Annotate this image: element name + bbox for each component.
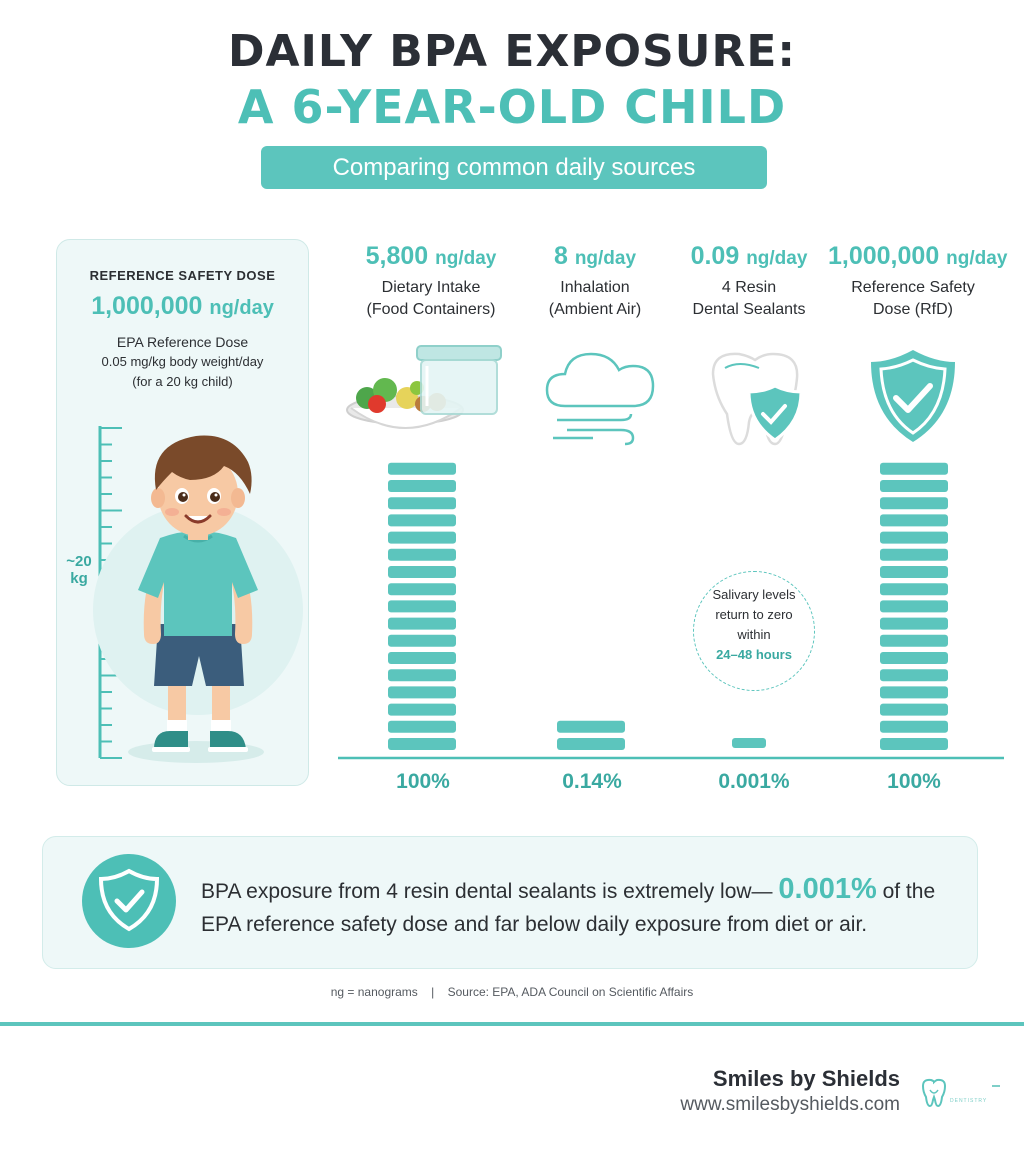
bar-segment bbox=[732, 738, 766, 748]
column-header-air: 8 ng/day Inhalation (Ambient Air) bbox=[548, 242, 642, 318]
bar-segment bbox=[880, 703, 948, 716]
bar-segment bbox=[880, 738, 948, 750]
bar-segment bbox=[388, 566, 456, 578]
bar-segment bbox=[880, 531, 948, 544]
brand-block: Smiles by Shields www.smilesbyshields.co… bbox=[680, 1066, 900, 1116]
footer-divider bbox=[0, 1022, 1024, 1026]
bar-sealants bbox=[732, 738, 766, 748]
percent-label-rfd: 100% bbox=[887, 770, 941, 793]
bar-segment bbox=[880, 669, 948, 682]
percent-label-sealants: 0.001% bbox=[718, 770, 790, 793]
brand-name: Smiles by Shields bbox=[712, 1066, 900, 1091]
bar-segment bbox=[388, 583, 456, 596]
check-shield-icon bbox=[871, 350, 955, 442]
title-line-2: A 6-YEAR-OLD CHILD bbox=[237, 80, 787, 134]
footer-note: ng = nanograms | Source: EPA, ADA Counci… bbox=[330, 985, 694, 999]
bar-segment bbox=[388, 548, 456, 561]
brand-mini-text: DENTISTRY bbox=[950, 1098, 988, 1104]
bar-segment bbox=[388, 617, 456, 630]
bar-chart bbox=[338, 462, 1004, 760]
bar-segment bbox=[880, 548, 948, 561]
reference-value: 1,000,000 ng/day bbox=[91, 292, 274, 320]
title-line-1: DAILY BPA EXPOSURE: bbox=[227, 26, 796, 77]
bar-segment bbox=[557, 720, 625, 733]
bar-segment bbox=[388, 600, 456, 613]
bar-segment bbox=[388, 462, 456, 475]
subtitle-banner: Comparing common daily sources bbox=[261, 146, 767, 189]
percent-label-air: 0.14% bbox=[562, 770, 622, 793]
summary-box: BPA exposure from 4 resin dental sealant… bbox=[42, 836, 978, 969]
bar-segment bbox=[880, 686, 948, 699]
bar-segment bbox=[880, 462, 948, 475]
bar-segment bbox=[880, 566, 948, 578]
reference-dose-formula: 0.05 mg/kg body weight/day bbox=[101, 354, 264, 369]
bar-segment bbox=[880, 720, 948, 733]
salivary-note: Salivary levels return to zero within 24… bbox=[693, 571, 815, 691]
reference-label: REFERENCE SAFETY DOSE bbox=[89, 268, 276, 283]
tooth-shield-icon bbox=[711, 352, 803, 446]
bar-segment bbox=[388, 669, 456, 682]
weight-label: ~20 kg bbox=[66, 553, 92, 587]
food-container-icon bbox=[416, 345, 502, 415]
column-header-rfd: 1,000,000 ng/day Reference Safety Dose (R… bbox=[828, 242, 1008, 318]
bar-segment bbox=[880, 617, 948, 630]
bar-segment bbox=[880, 652, 948, 664]
bar-air bbox=[557, 720, 625, 750]
bar-segment bbox=[388, 652, 456, 664]
bar-segment bbox=[880, 634, 948, 647]
bar-segment bbox=[388, 634, 456, 647]
bar-segment bbox=[880, 480, 948, 492]
bar-segment bbox=[388, 497, 456, 510]
bar-segment bbox=[388, 738, 456, 750]
bar-segment bbox=[880, 600, 948, 613]
bar-segment bbox=[557, 738, 625, 750]
bar-diet bbox=[388, 462, 456, 750]
reference-dose-title: EPA Reference Dose bbox=[116, 334, 249, 350]
summary-shield-icon bbox=[82, 854, 176, 948]
bar-segment bbox=[388, 720, 456, 733]
brand-mini-dash bbox=[992, 1085, 1000, 1087]
bar-segment bbox=[388, 514, 456, 527]
bar-rfd bbox=[880, 462, 948, 750]
bar-segment bbox=[880, 497, 948, 510]
summary-highlight: 0.001% bbox=[778, 873, 877, 905]
summary-text: BPA exposure from 4 resin dental sealant… bbox=[201, 873, 936, 936]
bar-segment bbox=[388, 531, 456, 544]
bar-segment bbox=[388, 703, 456, 716]
bar-segment bbox=[388, 480, 456, 492]
tooth-logo-icon bbox=[921, 1078, 947, 1108]
cloud-wind-icon bbox=[545, 352, 655, 446]
bar-segment bbox=[388, 686, 456, 699]
reference-dose-note: (for a 20 kg child) bbox=[132, 374, 233, 389]
bar-segment bbox=[880, 514, 948, 527]
bar-segment bbox=[880, 583, 948, 596]
column-header-sealants: 0.09 ng/day 4 Resin Dental Sealants bbox=[690, 242, 808, 318]
column-header-diet: 5,800 ng/day Dietary Intake (Food Contain… bbox=[365, 242, 497, 318]
brand-url[interactable]: www.smilesbyshields.com bbox=[680, 1094, 900, 1115]
child-illustration bbox=[93, 435, 303, 763]
percent-label-diet: 100% bbox=[396, 770, 450, 793]
